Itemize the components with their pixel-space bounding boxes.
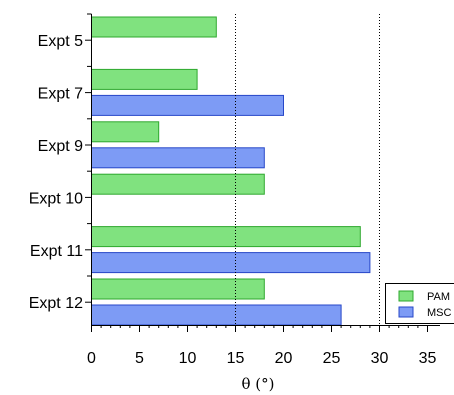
bar-msc-expt-9: [91, 147, 265, 169]
y-tick-label: Expt 7: [38, 86, 83, 103]
bar-pam-expt-9: [91, 121, 160, 143]
x-tick-label: 20: [275, 350, 293, 367]
y-ticks-layer: Expt 5 Expt 7 Expt 9 Expt 10 Expt 11 Expt 12: [29, 13, 92, 312]
bar-pam-expt-5: [91, 16, 217, 38]
legend-swatch-pam: [398, 290, 414, 302]
bar-msc-expt-7: [91, 94, 284, 116]
legend-label-pam: PAM: [427, 291, 450, 303]
y-tick-label: Expt 10: [29, 190, 83, 207]
x-tick-label: 25: [323, 350, 341, 367]
x-tick-label: 0: [87, 350, 96, 367]
y-tick-label: Expt 9: [38, 138, 83, 155]
x-ticks-layer: 0 5 10 15 20 25 30 35: [87, 325, 437, 367]
legend-swatch-msc: [398, 306, 414, 318]
bar-pam-expt-10: [91, 173, 265, 195]
x-axis-title: θ (°): [241, 375, 274, 393]
bar-pam-expt-12: [91, 278, 265, 300]
bar-pam-expt-11: [91, 226, 361, 248]
y-tick-label: Expt 12: [29, 295, 83, 312]
bar-msc-expt-12: [91, 304, 342, 326]
x-tick-label: 5: [135, 350, 144, 367]
x-tick-label: 35: [419, 350, 437, 367]
x-tick-label: 15: [227, 350, 245, 367]
bar-pam-expt-7: [91, 68, 198, 90]
reference-lines-layer: [235, 14, 380, 325]
x-tick-label: 10: [179, 350, 197, 367]
bars-layer: [91, 16, 371, 326]
legend-label-msc: MSC: [427, 307, 452, 319]
legend: PAM MSC: [385, 283, 454, 324]
legend-box: [385, 283, 454, 324]
x-tick-label: 30: [371, 350, 389, 367]
bar-msc-expt-11: [91, 252, 371, 274]
y-tick-label: Expt 11: [30, 243, 83, 260]
y-tick-label: Expt 5: [38, 33, 83, 50]
